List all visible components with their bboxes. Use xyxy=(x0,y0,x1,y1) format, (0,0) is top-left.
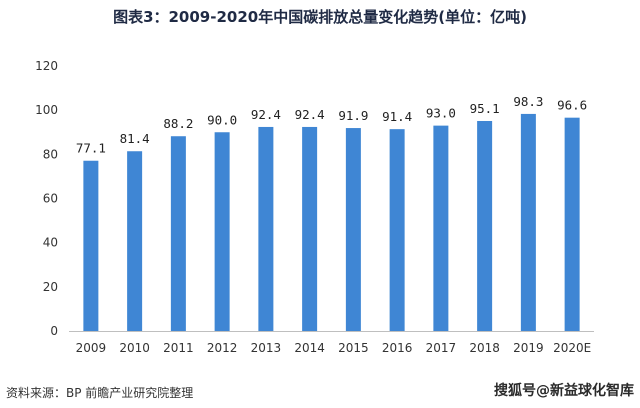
x-axis-ticks: 2009 2010 2011 2012 2013 2014 2015 2016 2017 2018… xyxy=(76,341,592,355)
y-tick-label: 20 xyxy=(43,280,58,294)
bars xyxy=(83,113,580,331)
bar xyxy=(477,120,493,331)
x-tick-label: 2014 xyxy=(294,341,325,355)
x-tick-label: 2009 xyxy=(76,341,107,355)
data-label: 91.9 xyxy=(338,108,368,123)
y-tick-label: 40 xyxy=(43,236,58,250)
data-label: 91.4 xyxy=(382,109,412,124)
data-label: 95.1 xyxy=(470,101,500,116)
x-tick-label: 2016 xyxy=(382,341,413,355)
x-tick-label: 2018 xyxy=(469,341,500,355)
y-tick-label: 0 xyxy=(50,324,58,338)
x-tick-label: 2017 xyxy=(426,341,457,355)
bar xyxy=(520,113,536,331)
x-tick-label: 2020E xyxy=(553,341,591,355)
data-label: 92.4 xyxy=(251,107,281,122)
x-tick-label: 2011 xyxy=(163,341,194,355)
watermark-text: 搜狐号@新益球化智库 xyxy=(494,383,634,399)
chart-title: 图表3：2009-2020年中国碳排放总量变化趋势(单位：亿吨) xyxy=(113,8,527,26)
data-label: 88.2 xyxy=(163,116,193,131)
y-tick-label: 120 xyxy=(35,59,58,73)
x-tick-label: 2019 xyxy=(513,341,544,355)
bar xyxy=(564,117,580,331)
y-axis-ticks: 0 20 40 60 80 100 120 xyxy=(35,59,58,338)
bar xyxy=(389,129,405,331)
data-label: 81.4 xyxy=(120,131,150,146)
data-label: 92.4 xyxy=(295,107,325,122)
data-label: 96.6 xyxy=(557,98,587,113)
y-tick-label: 80 xyxy=(43,147,58,161)
x-tick-label: 2012 xyxy=(207,341,238,355)
bar xyxy=(127,151,143,331)
y-tick-label: 60 xyxy=(43,192,58,206)
x-tick-label: 2010 xyxy=(119,341,150,355)
data-label: 93.0 xyxy=(426,106,456,121)
bar xyxy=(83,160,99,331)
data-label: 98.3 xyxy=(513,94,543,109)
bar xyxy=(258,126,274,331)
source-note: 资料来源：BP 前瞻产业研究院整理 xyxy=(6,386,194,400)
bar xyxy=(302,126,318,331)
data-label: 77.1 xyxy=(76,141,106,156)
bar xyxy=(433,125,449,331)
bar xyxy=(345,128,361,331)
bar xyxy=(214,132,230,331)
y-tick-label: 100 xyxy=(35,103,58,117)
data-label: 90.0 xyxy=(207,112,237,127)
bar xyxy=(170,136,186,331)
x-tick-label: 2015 xyxy=(338,341,369,355)
x-tick-label: 2013 xyxy=(251,341,282,355)
value-labels: 77.1 81.4 88.2 90.0 92.4 92.4 91.9 91.4 93.0 95.1… xyxy=(76,94,587,156)
